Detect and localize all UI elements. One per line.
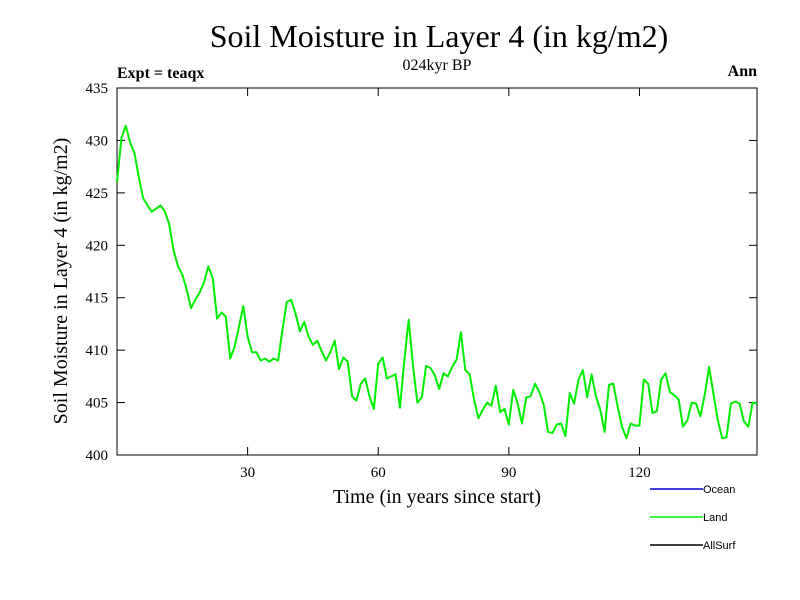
- x-axis-ticks: 30 60 90 120: [240, 88, 651, 481]
- experiment-label: Expt = teaqx: [117, 65, 204, 82]
- x-tick-label: 90: [501, 465, 516, 481]
- legend-label-allsurf: AllSurf: [703, 540, 736, 552]
- legend: Ocean Land AllSurf: [650, 484, 736, 552]
- y-axis-label: Soil Moisture in Layer 4 (in kg/m2): [50, 138, 72, 425]
- y-tick-label: 415: [86, 291, 109, 307]
- plot-frame: [116, 87, 758, 456]
- y-tick-label: 435: [86, 81, 109, 97]
- y-tick-label: 405: [86, 396, 109, 412]
- chart-title: Soil Moisture in Layer 4 (in kg/m2): [210, 18, 669, 54]
- y-tick-label: 410: [86, 343, 109, 359]
- x-tick-label: 60: [371, 465, 386, 481]
- chart-subtitle: 024kyr BP: [403, 57, 472, 74]
- legend-label-ocean: Ocean: [703, 484, 735, 496]
- y-tick-label: 430: [86, 133, 109, 149]
- x-axis-label: Time (in years since start): [333, 486, 541, 508]
- x-tick-label: 30: [240, 465, 255, 481]
- legend-label-land: Land: [703, 512, 727, 524]
- x-tick-label: 120: [628, 465, 651, 481]
- y-tick-label: 420: [86, 238, 109, 254]
- series-line-land: [116, 124, 758, 440]
- y-tick-label: 400: [86, 448, 109, 464]
- y-tick-label: 425: [86, 186, 109, 202]
- season-label: Ann: [728, 63, 757, 80]
- y-axis-ticks: 400 405 410 415 420 425 430 435: [86, 81, 757, 464]
